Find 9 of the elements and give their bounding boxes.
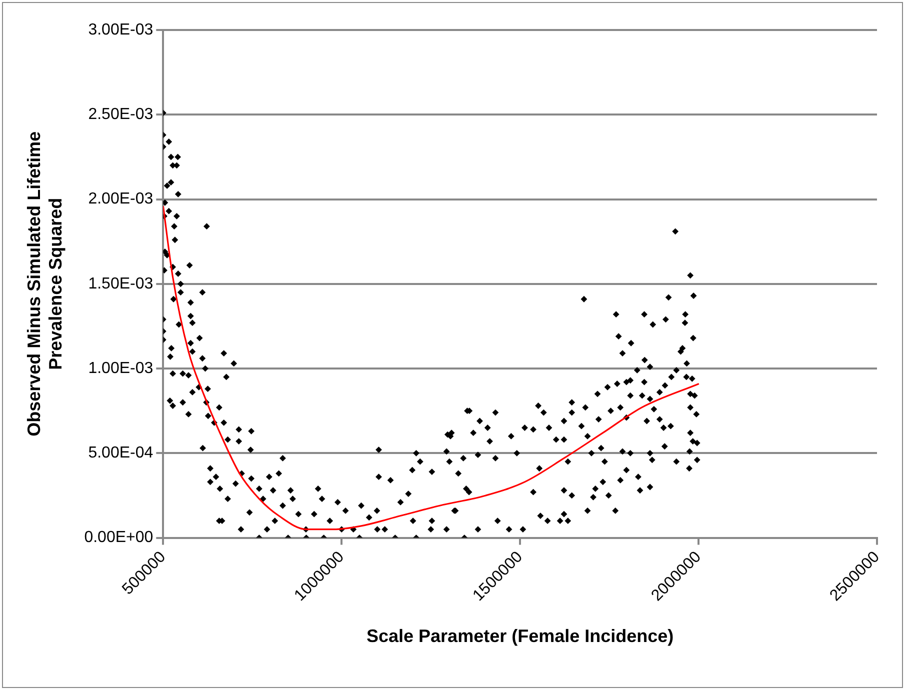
y-tick-label: 1.00E-03 bbox=[88, 360, 154, 377]
y-tick-label: 2.50E-03 bbox=[88, 106, 154, 124]
y-axis-title: Observed Minus Simulated Lifetime Prevalence Squared bbox=[24, 131, 66, 436]
y-tick-label: 5.00E-04 bbox=[88, 444, 154, 462]
y-tick-label: 3.00E-03 bbox=[88, 21, 154, 38]
y-tick-label: 1.50E-03 bbox=[88, 275, 154, 292]
x-axis-title: Scale Parameter (Female Incidence) bbox=[366, 626, 674, 646]
y-tick-label: 2.00E-03 bbox=[88, 190, 154, 208]
y-tick-label: 0.00E+00 bbox=[84, 529, 154, 546]
